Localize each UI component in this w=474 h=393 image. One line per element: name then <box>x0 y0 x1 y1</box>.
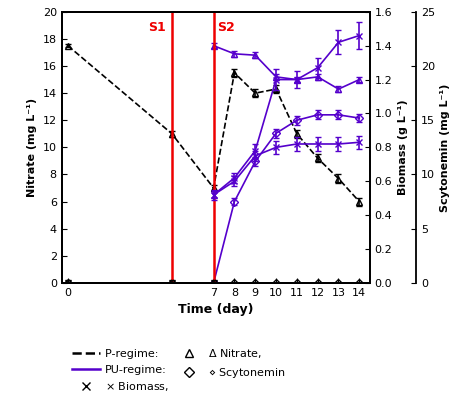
Text: S2: S2 <box>217 21 235 34</box>
X-axis label: Time (day): Time (day) <box>178 303 254 316</box>
Y-axis label: Biomass (g L⁻¹): Biomass (g L⁻¹) <box>398 99 408 195</box>
Legend: P-regime:  , PU-regime:, $\times$ Biomass,, $\Delta$ Nitrate,, $\diamond$ Scyton: P-regime: , PU-regime:, $\times$ Biomass… <box>68 343 290 393</box>
Y-axis label: Scytonemin (mg L⁻¹): Scytonemin (mg L⁻¹) <box>440 83 450 211</box>
Y-axis label: Nitrate (mg L⁻¹): Nitrate (mg L⁻¹) <box>27 98 37 197</box>
Text: S1: S1 <box>148 21 166 34</box>
